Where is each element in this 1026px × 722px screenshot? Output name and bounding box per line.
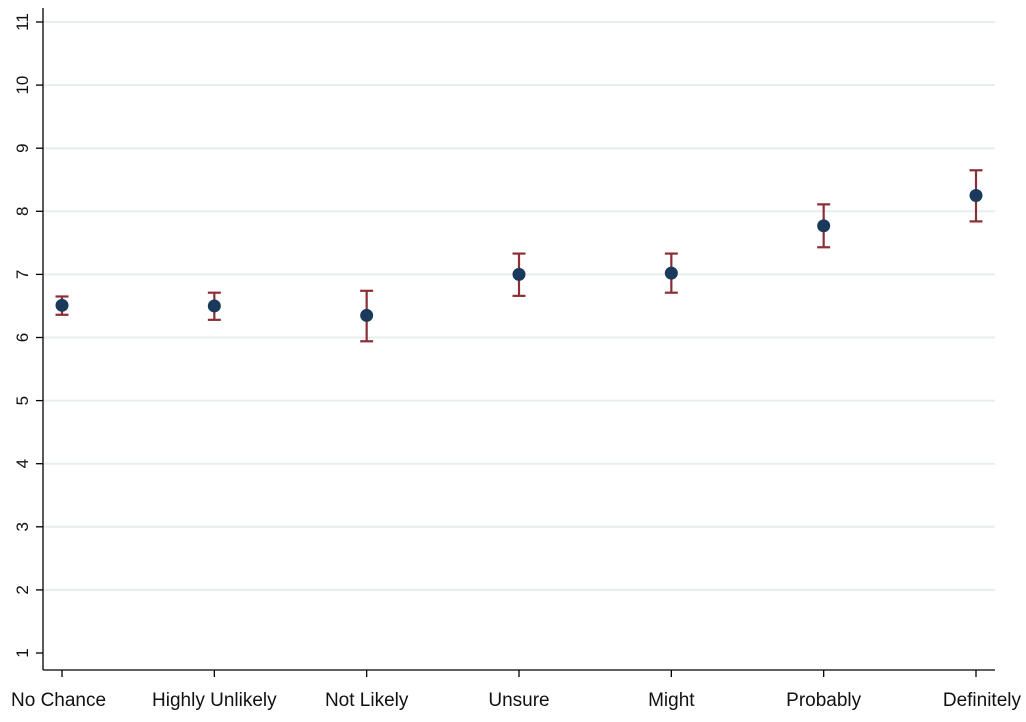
x-tick-label-2: Not Likely	[325, 690, 409, 711]
x-tick-label-1: Highly Unlikely	[152, 690, 277, 711]
y-tick-label-1: 1	[13, 648, 32, 657]
data-point-0	[55, 298, 69, 312]
x-tick-label-3: Unsure	[488, 690, 549, 711]
y-tick-label-4: 4	[13, 459, 32, 468]
x-axis-ticks: No Chance Highly Unlikely Not Likely Unsure…	[11, 670, 1021, 711]
axes	[42, 8, 995, 671]
y-tick-label-10: 10	[13, 76, 32, 95]
x-tick-label-0: No Chance	[11, 690, 106, 711]
y-tick-label-9: 9	[13, 143, 32, 152]
x-tick-label-4: Might	[648, 690, 695, 711]
x-tick-label-6: Definitely	[943, 690, 1022, 711]
y-tick-label-6: 6	[13, 333, 32, 342]
data-points	[55, 189, 983, 322]
gridlines	[43, 21, 995, 591]
data-point-6	[969, 189, 983, 203]
data-point-1	[207, 299, 221, 313]
y-tick-label-8: 8	[13, 207, 32, 216]
error-bars	[55, 169, 983, 343]
data-point-2	[360, 308, 374, 322]
y-tick-label-7: 7	[13, 270, 32, 279]
data-point-5	[817, 219, 831, 233]
y-tick-label-5: 5	[13, 396, 32, 405]
data-point-4	[664, 266, 678, 280]
y-axis-ticks: 1 2 3 4 5 6 7 8 9 10 11	[13, 13, 43, 658]
y-tick-label-2: 2	[13, 585, 32, 594]
y-tick-label-11: 11	[13, 13, 32, 31]
y-tick-label-3: 3	[13, 522, 32, 531]
data-point-3	[512, 267, 526, 281]
x-tick-label-5: Probably	[786, 690, 861, 711]
